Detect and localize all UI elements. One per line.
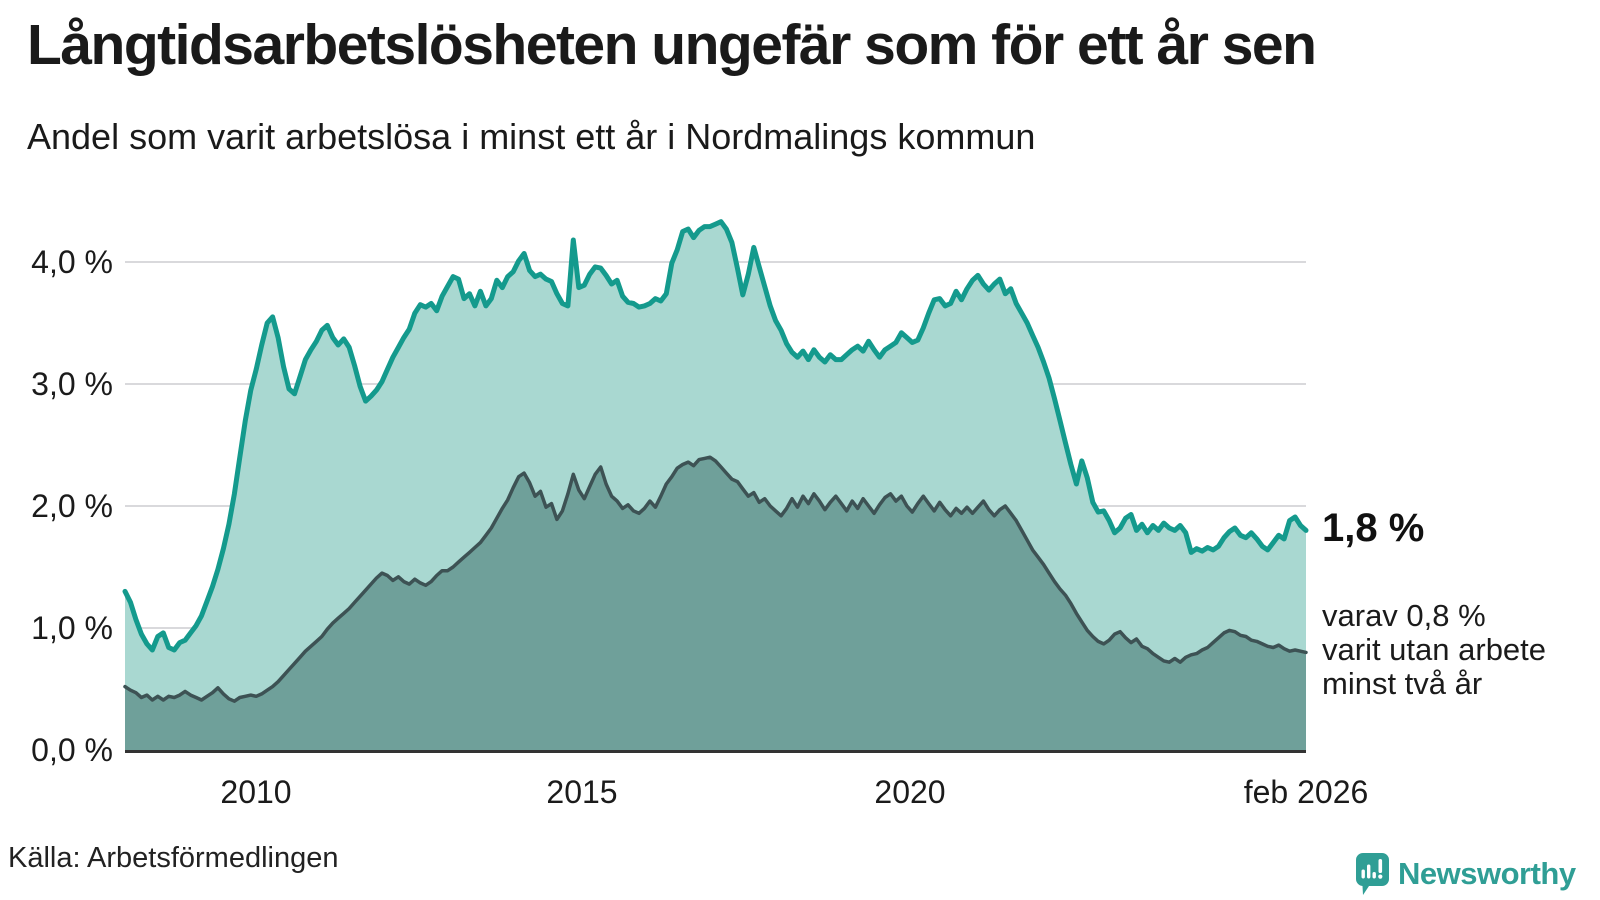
annotation-line-1: varav 0,8 %	[1322, 598, 1486, 633]
y-axis-tick-1: 1,0 %	[31, 610, 113, 646]
y-axis-tick-3: 3,0 %	[31, 366, 113, 402]
y-axis-tick-2: 2,0 %	[31, 488, 113, 524]
latest-value-label: 1,8 %	[1322, 506, 1425, 550]
source-attribution: Källa: Arbetsförmedlingen	[8, 842, 339, 874]
x-axis-tick-2015: 2015	[546, 774, 618, 810]
newsworthy-wordmark: Newsworthy	[1398, 856, 1576, 891]
annotation-line-3: minst två år	[1322, 666, 1483, 701]
annotation-line-2: varit utan arbete	[1322, 632, 1547, 667]
newsworthy-logo: Newsworthy	[1356, 851, 1576, 897]
x-axis-tick-2010: 2010	[220, 774, 292, 810]
page-subtitle: Andel som varit arbetslösa i minst ett å…	[27, 116, 1036, 157]
y-axis-tick-0: 0,0 %	[31, 732, 113, 768]
secondary-value-annotation: varav 0,8 % varit utan arbete minst två …	[1322, 599, 1546, 701]
page-title: Långtidsarbetslösheten ungefär som för e…	[27, 13, 1317, 77]
x-axis-tick-feb-2026: feb 2026	[1243, 774, 1369, 810]
newsworthy-bubble-icon	[1356, 853, 1389, 895]
x-axis-tick-2020: 2020	[874, 774, 946, 810]
y-axis-tick-4: 4,0 %	[31, 244, 113, 280]
